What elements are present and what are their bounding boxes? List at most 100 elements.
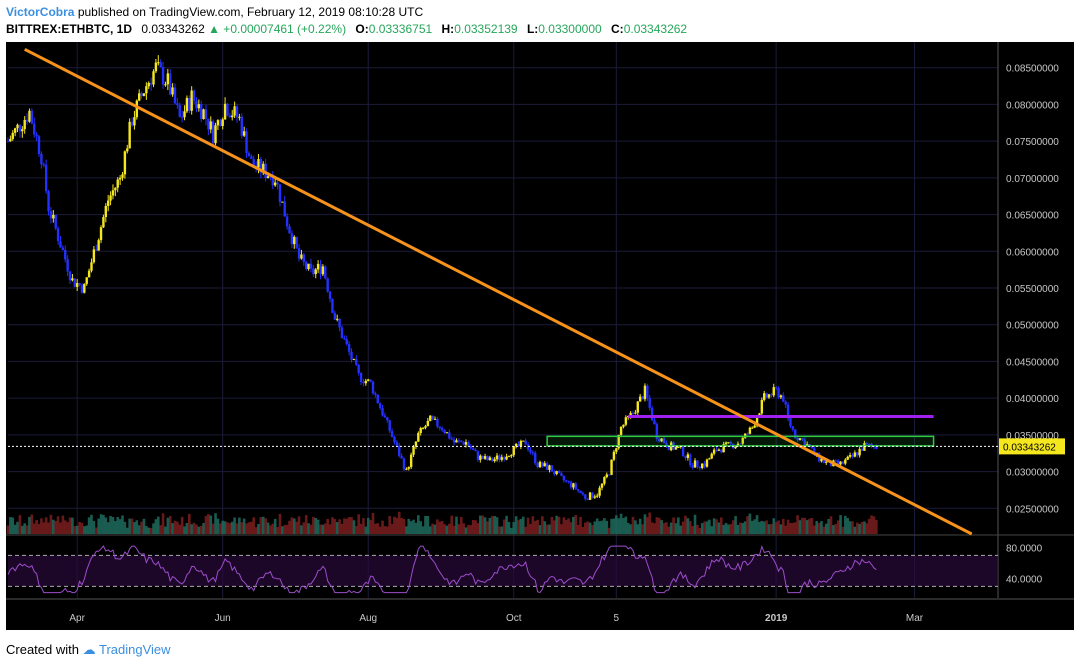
- volume-bar: [207, 514, 210, 534]
- price-chart-svg[interactable]: 0.08500000 0.08000000 0.07500000 0.07000000…: [6, 42, 1074, 630]
- volume-bar: [724, 522, 728, 534]
- candle-body: [13, 128, 17, 133]
- candle-body: [510, 455, 513, 457]
- candle-body: [462, 442, 465, 445]
- candle-body: [844, 459, 847, 464]
- candle-body: [724, 442, 728, 445]
- candle-body: [512, 446, 515, 456]
- volume-bar: [35, 520, 38, 534]
- volume-bar: [47, 522, 50, 534]
- volume-bar: [300, 525, 303, 534]
- volume-bar: [805, 520, 809, 534]
- volume-bar: [259, 517, 263, 534]
- candle-body: [684, 456, 687, 458]
- candle-body: [474, 449, 477, 452]
- candle-body: [569, 481, 573, 488]
- candle-body: [42, 164, 45, 166]
- candle-body: [774, 387, 778, 389]
- candle-body: [548, 465, 551, 470]
- volume-bar: [316, 519, 320, 534]
- volume-bar: [228, 523, 232, 534]
- chart-area[interactable]: 0.08500000 0.08000000 0.07500000 0.07000000…: [6, 42, 1074, 630]
- volume-bar: [402, 519, 406, 534]
- volume-bar: [844, 515, 847, 534]
- volume-bar: [202, 522, 205, 534]
- candle-body: [655, 424, 659, 439]
- candle-body: [355, 358, 358, 365]
- volume-bar: [204, 515, 208, 534]
- candle-body: [130, 121, 134, 126]
- candle-body: [362, 382, 365, 384]
- volume-bar: [798, 520, 802, 534]
- volume-bar: [343, 518, 346, 534]
- volume-bar: [185, 523, 189, 534]
- tradingview-brand[interactable]: TradingView: [99, 642, 171, 657]
- volume-bar: [552, 520, 556, 534]
- volume-bar: [521, 516, 525, 534]
- price-axis-tick-label: 0.05000000: [1006, 321, 1059, 332]
- volume-bar: [774, 522, 778, 534]
- volume-bar: [741, 523, 745, 534]
- volume-bar: [863, 521, 866, 534]
- open-label: O:: [355, 22, 369, 36]
- volume-bar: [703, 521, 706, 534]
- price-axis-tick-label: 0.03500000: [1006, 431, 1059, 442]
- volume-bar: [450, 515, 454, 534]
- volume-bar: [118, 519, 122, 534]
- candle-body: [161, 67, 165, 85]
- volume-bar: [569, 522, 573, 534]
- volume-bar: [211, 523, 215, 534]
- volume-bar: [111, 517, 115, 534]
- candle-body: [624, 417, 628, 425]
- rsi-axis-tick-label: 40.0000: [1006, 575, 1043, 586]
- candle-body: [364, 380, 368, 384]
- candle-body: [21, 129, 24, 132]
- candle-body: [851, 455, 854, 457]
- candle-body: [763, 393, 766, 400]
- candle-body: [95, 249, 98, 251]
- candle-body: [302, 254, 306, 262]
- volume-bar: [832, 525, 835, 534]
- volume-bar: [519, 518, 523, 534]
- volume-bar: [750, 520, 754, 534]
- volume-bar: [696, 524, 699, 534]
- last-price-tag-label: 0.03343262: [1003, 442, 1056, 453]
- volume-bar: [123, 521, 127, 534]
- candle-body: [402, 458, 406, 470]
- volume-bar: [817, 522, 821, 534]
- volume-bar: [827, 518, 830, 534]
- last-price-tag: [999, 438, 1065, 455]
- candle-body: [498, 455, 501, 460]
- volume-bar: [443, 524, 446, 534]
- candle-body: [770, 394, 773, 396]
- author-link[interactable]: VictorCobra: [6, 5, 75, 19]
- volume-bar: [467, 525, 470, 534]
- volume-bar: [397, 511, 401, 534]
- candle-body: [352, 358, 356, 360]
- volume-bar: [25, 525, 29, 534]
- candle-body: [700, 463, 704, 468]
- volume-bar: [560, 524, 563, 534]
- volume-bar: [32, 523, 36, 534]
- tradingview-logo-icon[interactable]: ☁: [82, 642, 96, 657]
- candle-body: [97, 240, 100, 251]
- candle-body: [784, 401, 787, 405]
- candle-body: [443, 429, 446, 433]
- candle-body: [381, 407, 384, 416]
- volume-bar: [662, 523, 666, 534]
- candle-body: [44, 164, 48, 192]
- candle-body: [460, 440, 463, 443]
- volume-bar: [474, 520, 477, 534]
- candle-body: [658, 438, 661, 442]
- volume-bar: [281, 526, 284, 534]
- candle-body: [471, 448, 475, 450]
- candle-body: [359, 372, 363, 383]
- volume-bar: [815, 521, 818, 534]
- candle-body: [421, 427, 425, 429]
- volume-bar: [727, 524, 730, 534]
- footer: Created with ☁ TradingView: [6, 642, 171, 658]
- volume-bar: [667, 526, 671, 534]
- candle-body: [617, 434, 620, 449]
- volume-bar: [471, 519, 475, 534]
- candle-body: [197, 104, 201, 109]
